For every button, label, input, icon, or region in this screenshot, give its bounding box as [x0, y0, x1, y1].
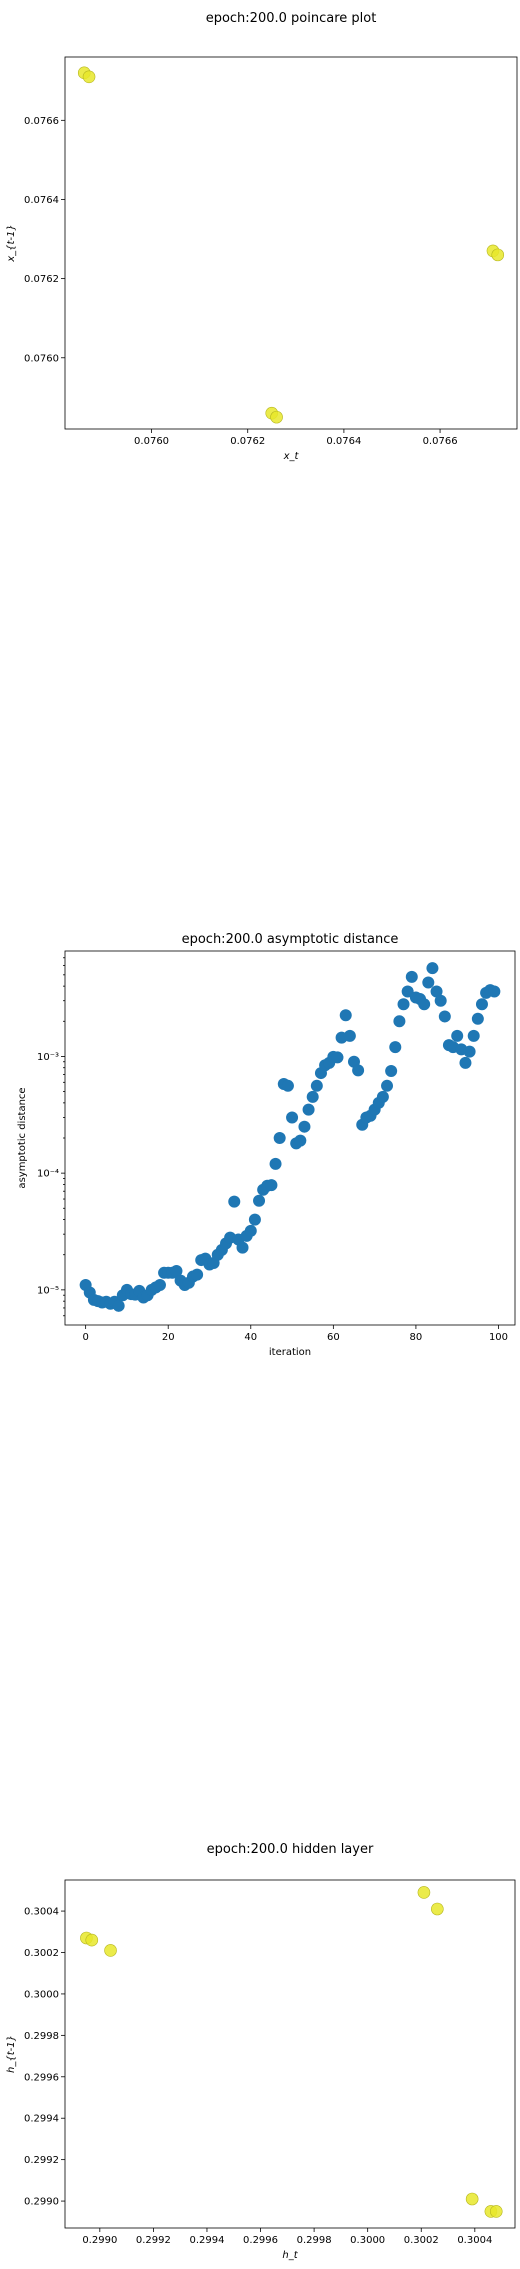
y-tick-label: 0.0766 — [24, 116, 59, 127]
data-point — [86, 1934, 98, 1946]
data-point — [490, 2205, 502, 2217]
data-point — [468, 1030, 480, 1042]
data-point — [393, 1015, 405, 1027]
data-point — [298, 1121, 310, 1133]
y-tick-label: 0.2994 — [24, 2114, 59, 2125]
data-point — [464, 1046, 476, 1058]
y-tick-label: 0.0760 — [24, 353, 59, 364]
y-tick-label: 0.3004 — [24, 1907, 59, 1918]
x-axis-label: x_t — [283, 451, 300, 462]
x-axis-label: iteration — [269, 1347, 311, 1358]
data-point — [265, 1179, 277, 1191]
x-tick-label: 0 — [82, 1332, 88, 1343]
x-tick-label: 0.2994 — [189, 2235, 224, 2246]
data-point — [466, 2193, 478, 2205]
data-point — [439, 1010, 451, 1022]
y-axis-label: x_{t-1} — [6, 224, 17, 263]
data-point — [418, 998, 430, 1010]
data-point — [459, 1057, 471, 1069]
data-point — [476, 998, 488, 1010]
data-point — [385, 1065, 397, 1077]
x-tick-label: 20 — [162, 1332, 175, 1343]
x-tick-label: 0.3002 — [404, 2235, 439, 2246]
data-point — [426, 962, 438, 974]
data-point — [451, 1030, 463, 1042]
data-point — [311, 1080, 323, 1092]
data-point — [398, 998, 410, 1010]
data-point — [274, 1132, 286, 1144]
data-point — [377, 1091, 389, 1103]
data-point — [270, 1158, 282, 1170]
hidden-layer-chart: epoch:200.0 hidden layer 0.2990 0.2992 0.29… — [0, 1835, 520, 2265]
x-tick-label: 40 — [244, 1332, 257, 1343]
data-point — [154, 1279, 166, 1291]
x-tick-label: 0.2996 — [243, 2235, 278, 2246]
data-point — [105, 1944, 117, 1956]
y-axis-label: h_{t-1} — [6, 2035, 17, 2073]
x-tick-label: 80 — [410, 1332, 423, 1343]
x-tick-label: 0.3000 — [350, 2235, 385, 2246]
x-tick-label: 0.0766 — [423, 436, 458, 447]
data-point — [237, 1242, 249, 1254]
x-tick-label: 0.3004 — [457, 2235, 492, 2246]
data-point — [294, 1135, 306, 1147]
y-tick-label: 0.3002 — [24, 1948, 59, 1959]
chart-title: epoch:200.0 hidden layer — [207, 1842, 374, 1857]
x-tick-label: 100 — [489, 1332, 508, 1343]
data-point — [249, 1214, 261, 1226]
data-point — [389, 1041, 401, 1053]
poincare-plot-chart: epoch:200.0 poincare plot 0.0760 0.0762 0.0… — [0, 0, 520, 480]
data-point — [286, 1111, 298, 1123]
data-point — [307, 1091, 319, 1103]
data-point — [492, 249, 504, 261]
y-tick-label: 0.2990 — [24, 2197, 59, 2208]
data-point — [282, 1080, 294, 1092]
data-point — [352, 1064, 364, 1076]
y-tick-label: 0.2998 — [24, 2031, 59, 2042]
y-tick-label: 0.0764 — [24, 195, 59, 206]
data-point — [83, 71, 95, 83]
data-point — [113, 1300, 125, 1312]
x-tick-label: 0.2998 — [297, 2235, 332, 2246]
data-point — [253, 1195, 265, 1207]
plot-frame — [65, 57, 517, 429]
data-point — [344, 1030, 356, 1042]
x-tick-label: 0.0760 — [134, 436, 169, 447]
x-tick-label: 0.0764 — [326, 436, 361, 447]
data-point — [271, 411, 283, 423]
x-axis-label: h_t — [282, 2250, 298, 2261]
chart-title: epoch:200.0 asymptotic distance — [182, 932, 399, 947]
data-point — [488, 985, 500, 997]
data-point — [381, 1080, 393, 1092]
data-point — [435, 995, 447, 1007]
data-point — [228, 1196, 240, 1208]
plot-frame — [65, 951, 515, 1325]
data-point — [431, 1903, 443, 1915]
asymptotic-distance-chart: epoch:200.0 asymptotic distance 0 20 40 60 80… — [0, 928, 520, 1388]
data-point — [422, 976, 434, 988]
data-point — [191, 1269, 203, 1281]
y-tick-label: 0.2996 — [24, 2072, 59, 2083]
y-tick-label: 10⁻³ — [37, 1052, 59, 1063]
y-tick-label: 0.2992 — [24, 2155, 59, 2166]
data-point — [245, 1225, 257, 1237]
y-axis-label: asymptotic distance — [17, 1087, 28, 1188]
x-tick-label: 60 — [327, 1332, 340, 1343]
data-point — [331, 1051, 343, 1063]
chart-title: epoch:200.0 poincare plot — [206, 11, 377, 26]
plot-frame — [65, 1880, 515, 2228]
data-point — [406, 971, 418, 983]
y-tick-label: 10⁻⁵ — [37, 1285, 59, 1296]
data-point — [303, 1104, 315, 1116]
x-tick-label: 0.0762 — [230, 436, 265, 447]
data-point — [340, 1009, 352, 1021]
x-tick-label: 0.2992 — [136, 2235, 171, 2246]
x-tick-label: 0.2990 — [82, 2235, 117, 2246]
y-tick-label: 0.3000 — [24, 1989, 59, 2000]
data-point — [418, 1886, 430, 1898]
data-point — [472, 1013, 484, 1025]
y-tick-label: 0.0762 — [24, 274, 59, 285]
y-tick-label: 10⁻⁴ — [37, 1169, 59, 1180]
